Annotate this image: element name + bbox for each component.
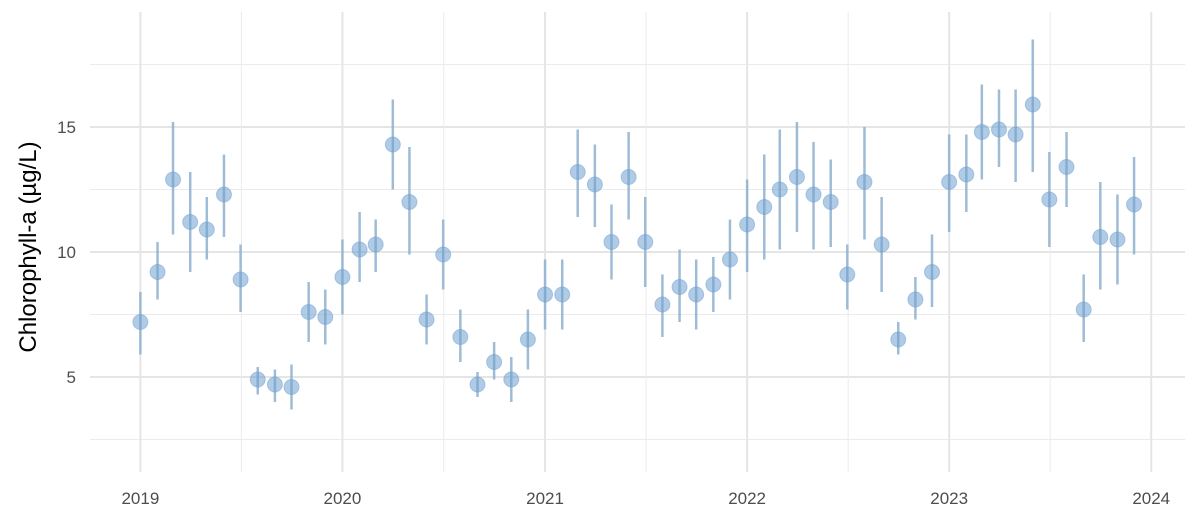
data-point xyxy=(721,251,738,268)
data-point xyxy=(132,314,149,330)
data-point xyxy=(873,236,890,253)
x-tick-label: 2022 xyxy=(728,489,766,508)
x-tick-label: 2020 xyxy=(324,489,362,508)
x-tick-label: 2023 xyxy=(930,489,968,508)
data-point xyxy=(671,279,688,295)
data-point xyxy=(300,304,317,320)
data-point xyxy=(469,376,486,393)
data-point xyxy=(165,171,182,188)
data-point xyxy=(788,169,805,185)
y-axis-title: Chlorophyll-a (µg/L) xyxy=(15,141,42,352)
y-tick-label: 15 xyxy=(57,118,76,137)
x-tick-label: 2019 xyxy=(121,489,159,508)
data-point xyxy=(1041,191,1058,208)
data-point xyxy=(317,309,334,325)
data-point xyxy=(182,214,199,230)
data-point xyxy=(1109,231,1126,248)
data-point xyxy=(554,286,571,303)
data-point xyxy=(771,181,788,198)
data-point xyxy=(537,286,554,303)
data-point xyxy=(1024,96,1041,113)
data-point xyxy=(688,286,705,303)
data-point xyxy=(637,234,654,250)
data-point xyxy=(215,186,232,203)
data-point xyxy=(620,169,637,185)
data-point xyxy=(452,329,469,345)
data-point xyxy=(1058,159,1075,175)
data-point xyxy=(384,136,401,153)
data-point xyxy=(351,241,368,258)
data-point xyxy=(569,164,586,180)
data-point xyxy=(1007,126,1024,143)
data-point xyxy=(890,331,907,348)
data-point xyxy=(958,166,975,183)
data-point xyxy=(367,236,384,253)
data-point xyxy=(486,354,503,370)
y-axis-ticks: 5 10 15 xyxy=(57,118,76,387)
data-point xyxy=(1126,196,1143,213)
data-point xyxy=(503,371,520,388)
data-point xyxy=(654,296,671,313)
data-point xyxy=(739,216,756,233)
data-point xyxy=(1092,229,1109,245)
data-point xyxy=(519,331,536,348)
data-point xyxy=(756,199,773,215)
data-point xyxy=(418,311,435,328)
data-point xyxy=(924,264,941,280)
data-points xyxy=(132,96,1143,395)
data-point xyxy=(1075,301,1092,318)
data-point xyxy=(907,291,924,308)
data-point xyxy=(941,174,958,190)
data-point xyxy=(198,221,215,238)
data-point xyxy=(973,124,990,140)
data-point xyxy=(586,176,603,193)
error-bars xyxy=(139,39,1136,410)
x-axis-ticks: 2019 2020 2021 2022 2023 2024 xyxy=(121,489,1170,508)
y-tick-label: 5 xyxy=(67,368,76,387)
data-point xyxy=(839,266,856,283)
data-point xyxy=(435,246,452,263)
data-point xyxy=(822,194,839,210)
data-point xyxy=(603,234,620,250)
data-point xyxy=(334,269,351,285)
data-point xyxy=(990,121,1007,138)
x-tick-label: 2021 xyxy=(526,489,564,508)
data-point xyxy=(249,371,266,388)
data-point xyxy=(232,271,249,288)
data-point xyxy=(283,379,300,395)
data-point xyxy=(856,174,873,190)
data-point xyxy=(401,194,418,210)
y-tick-label: 10 xyxy=(57,243,76,262)
data-point xyxy=(805,186,822,203)
x-tick-label: 2024 xyxy=(1132,489,1170,508)
data-point xyxy=(705,276,722,293)
data-point xyxy=(266,376,283,393)
data-point xyxy=(149,264,166,280)
